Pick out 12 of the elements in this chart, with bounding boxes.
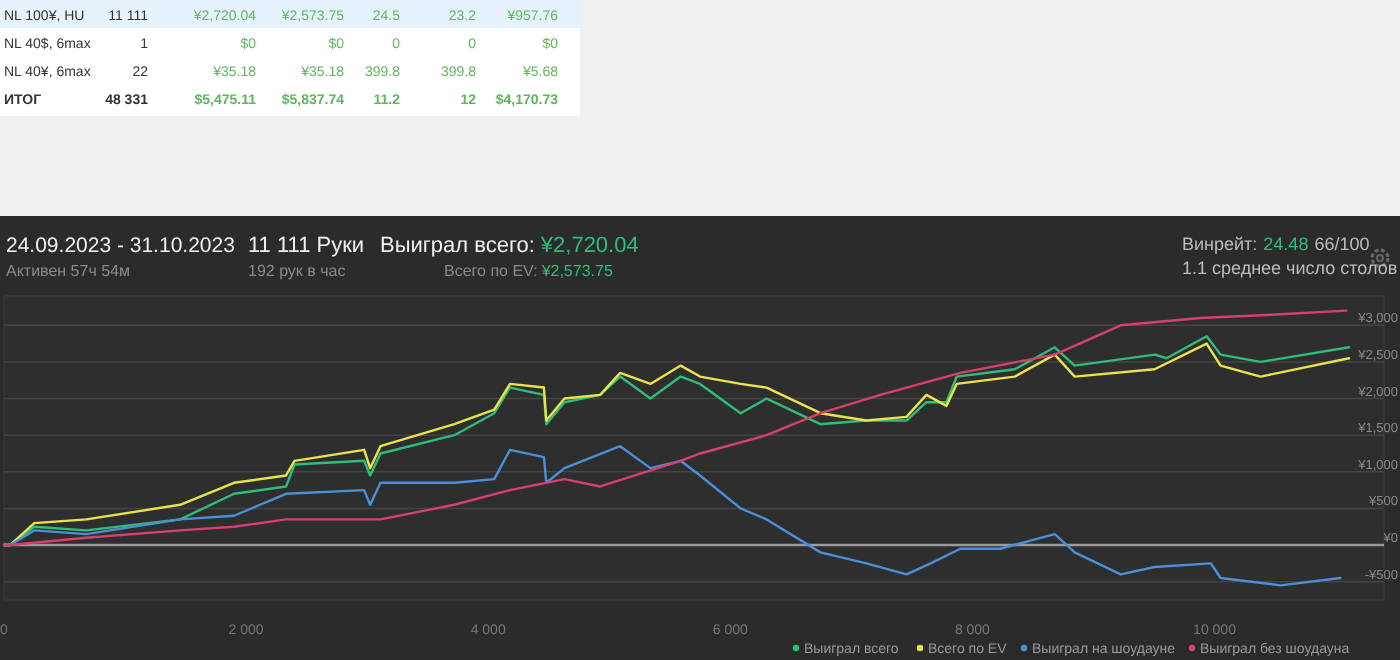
text: Всего по EV: bbox=[444, 262, 538, 280]
text: 66/100 bbox=[1314, 234, 1370, 254]
text: Винрейт: bbox=[1182, 234, 1258, 254]
text: Активен 57ч 54м bbox=[6, 262, 130, 280]
text: ¥2,573.75 bbox=[539, 262, 614, 280]
text: 1.1 среднее число столов bbox=[1182, 258, 1398, 278]
text: 192 рук в час bbox=[248, 262, 346, 280]
chart-title: 24.09.2023 - 31.10.2023 bbox=[6, 234, 236, 258]
text: ¥2,720.04 bbox=[538, 234, 639, 258]
text: 24.48 bbox=[1263, 234, 1309, 254]
text: 11 111 Руки bbox=[248, 234, 365, 258]
text: Выиграл всего: bbox=[380, 234, 535, 258]
